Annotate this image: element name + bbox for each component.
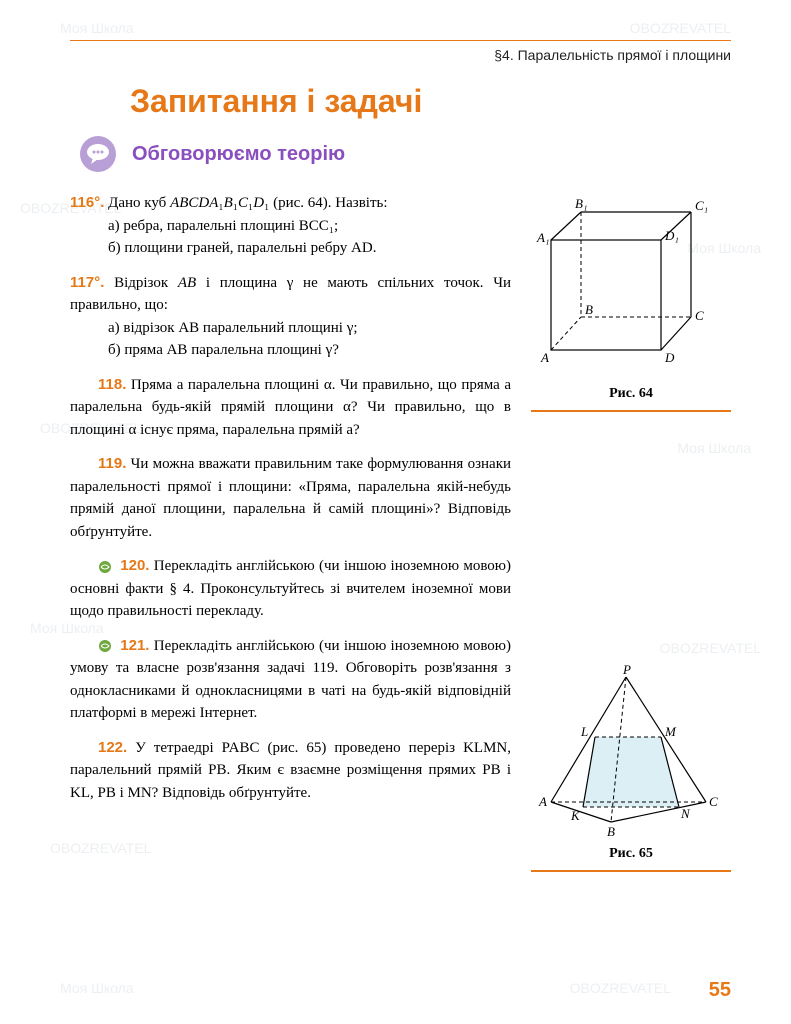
tetrahedron-diagram: P A B C L M K N: [531, 662, 721, 842]
problem-120: 120. Перекладіть англійською (чи іншою і…: [70, 555, 511, 623]
vertex-label: K: [570, 808, 581, 823]
figure-rule: [531, 870, 731, 872]
problem-text: Дано куб ABCDA₁B₁C₁D₁ (рис. 64). Назвіть…: [108, 195, 387, 211]
page-number: 55: [709, 979, 731, 1002]
problem-text: Чи можна вважати правильним таке формулю…: [70, 456, 511, 540]
content-row: 116°. Дано куб ABCDA₁B₁C₁D₁ (рис. 64). Н…: [70, 192, 731, 892]
vertex-label: B₁: [575, 196, 587, 211]
page-title: Запитання і задачі: [130, 83, 731, 120]
vertex-label: A₁: [536, 230, 549, 245]
vertex-label: B: [607, 824, 615, 839]
cube-diagram: B₁ C₁ A₁ D₁ B C A D: [531, 192, 721, 382]
section-header: §4. Паралельність прямої і площини: [70, 47, 731, 63]
problem-121: 121. Перекладіть англійською (чи іншою і…: [70, 635, 511, 725]
problem-118: 118. Пряма a паралельна площині α. Чи пр…: [70, 374, 511, 442]
figure-rule: [531, 410, 731, 412]
page-container: §4. Паралельність прямої і площини Запит…: [0, 0, 791, 1024]
problem-122: 122. У тетраедрі PABC (рис. 65) проведен…: [70, 737, 511, 805]
vertex-label: P: [622, 662, 631, 677]
problem-num: 118.: [98, 376, 126, 393]
figure-65: P A B C L M K N Рис. 65: [531, 662, 731, 872]
problem-num: 116°.: [70, 194, 104, 211]
problem-num: 119.: [98, 455, 126, 472]
problem-sub-b: б) площини граней, паралельні ребру AD.: [124, 237, 511, 260]
problem-num: 121.: [120, 637, 149, 654]
problem-text: У тетраедрі PABC (рис. 65) проведено пер…: [70, 740, 511, 801]
figure-64: B₁ C₁ A₁ D₁ B C A D Рис. 64: [531, 192, 731, 412]
speech-bubble-icon: [78, 134, 118, 174]
problem-117: 117°. Відрізок AB і площина γ не мають с…: [70, 272, 511, 362]
vertex-label: A: [538, 794, 547, 809]
figure-caption: Рис. 65: [531, 846, 731, 862]
globe-icon: [98, 560, 112, 574]
problem-num: 122.: [98, 739, 127, 756]
problem-num: 117°.: [70, 274, 104, 291]
vertex-label: D: [664, 350, 675, 365]
subtitle: Обговорюємо теорію: [132, 143, 345, 166]
figure-column: B₁ C₁ A₁ D₁ B C A D Рис. 64: [531, 192, 731, 892]
subsection-row: Обговорюємо теорію: [78, 134, 731, 174]
text-column: 116°. Дано куб ABCDA₁B₁C₁D₁ (рис. 64). Н…: [70, 192, 511, 892]
vertex-label: C: [695, 308, 704, 323]
vertex-label: C: [709, 794, 718, 809]
problem-sub-a: а) ребра, паралельні площині BCC₁;: [124, 215, 511, 238]
problem-text: Пряма a паралельна площині α. Чи правиль…: [70, 377, 511, 438]
problem-sub-b: б) пряма AB паралельна площині γ?: [124, 339, 511, 362]
vertex-label: M: [664, 724, 677, 739]
globe-icon: [98, 639, 112, 653]
vertex-label: L: [580, 724, 588, 739]
problem-num: 120.: [120, 557, 149, 574]
problem-116: 116°. Дано куб ABCDA₁B₁C₁D₁ (рис. 64). Н…: [70, 192, 511, 260]
vertex-label: A: [540, 350, 549, 365]
vertex-label: B: [585, 302, 593, 317]
figure-caption: Рис. 64: [531, 386, 731, 402]
problem-text: Відрізок AB і площина γ не мають спільни…: [70, 275, 511, 314]
problem-sub-a: а) відрізок AB паралельний площині γ;: [124, 317, 511, 340]
vertex-label: C₁: [695, 198, 708, 213]
header-rule: [70, 40, 731, 41]
problem-119: 119. Чи можна вважати правильним таке фо…: [70, 453, 511, 543]
vertex-label: D₁: [664, 228, 679, 243]
vertex-label: N: [680, 806, 691, 821]
